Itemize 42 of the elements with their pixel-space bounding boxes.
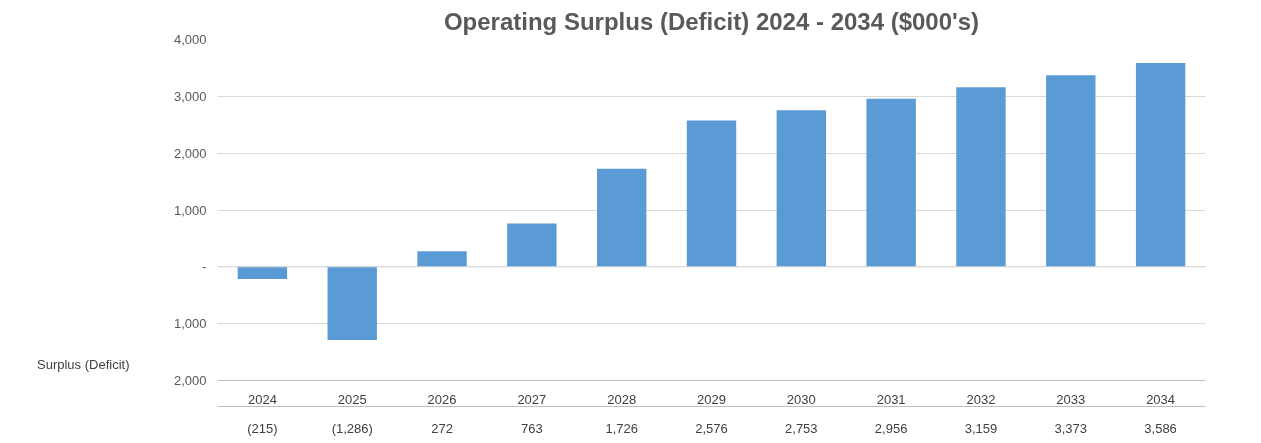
x-tick-label: 2024 — [247, 391, 277, 407]
bar — [686, 120, 737, 267]
x-tick-label: 2029 — [697, 391, 726, 407]
y-tick-label: 4,000 — [173, 32, 207, 47]
y-tick-label: - — [202, 259, 207, 275]
bar — [417, 251, 467, 267]
x-tick-label: 2028 — [607, 391, 637, 407]
bar — [507, 223, 557, 267]
bar — [1135, 63, 1186, 267]
chart-title: Operating Surplus (Deficit) 2024 - 2034 ($000's) — [443, 7, 980, 35]
x-tick-label: 2027 — [517, 391, 547, 407]
x-tick-label: 2026 — [427, 391, 457, 407]
data-label: 2,576 — [695, 420, 728, 436]
x-tick-label: 2032 — [966, 391, 996, 407]
bar — [596, 168, 647, 267]
data-label: 3,586 — [1144, 420, 1177, 436]
bar — [956, 87, 1006, 267]
x-tick-label: 2030 — [786, 391, 816, 407]
bar — [1046, 75, 1096, 267]
bar — [776, 110, 827, 267]
y-tick-label: 2,000 — [173, 373, 207, 388]
data-label: 2,753 — [785, 420, 818, 436]
y-tick-label: 2,000 — [173, 145, 207, 161]
y-tick-label: 3,000 — [173, 88, 207, 104]
bar — [866, 98, 916, 267]
data-label: 3,373 — [1054, 420, 1088, 436]
text: Surplus (Deficit) — [37, 357, 130, 372]
x-tick-label: 2025 — [337, 391, 367, 407]
x-tick-label: 2034 — [1146, 391, 1176, 407]
y-tick-label: 1,000 — [173, 316, 207, 332]
y-tick-label: 1,000 — [173, 202, 207, 218]
data-label: 2,956 — [874, 420, 908, 436]
x-tick-label: 2033 — [1056, 391, 1086, 407]
data-label: (215) — [247, 420, 278, 436]
bar — [237, 266, 288, 280]
data-label: 763 — [521, 420, 543, 436]
data-label: (1,286) — [331, 420, 373, 436]
data-label: 1,726 — [605, 420, 638, 436]
bar — [327, 266, 377, 340]
data-label: 3,159 — [964, 420, 998, 436]
x-tick-label: 2031 — [876, 391, 906, 407]
data-label: 272 — [431, 420, 453, 436]
